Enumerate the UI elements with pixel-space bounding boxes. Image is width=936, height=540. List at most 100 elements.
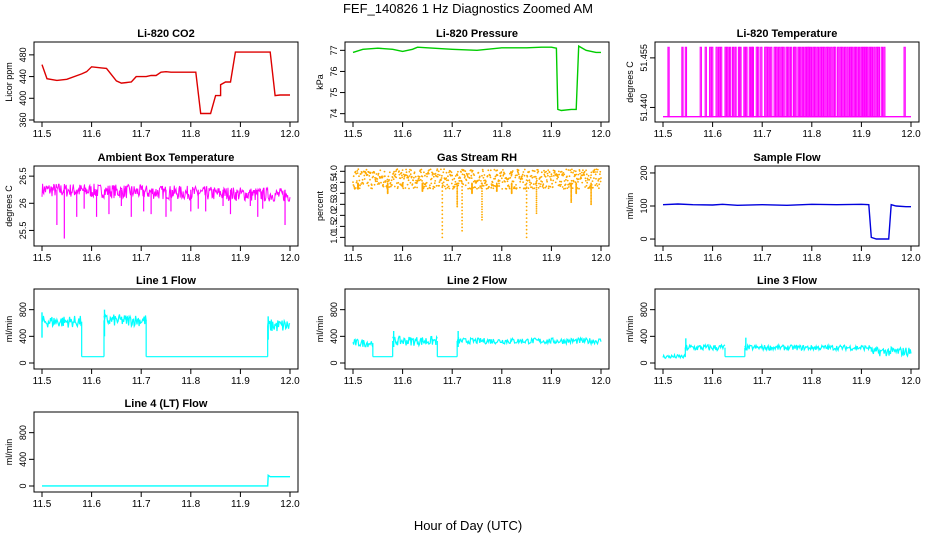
- dip-point: [481, 200, 483, 203]
- data-point: [510, 173, 513, 176]
- data-point: [477, 187, 480, 189]
- dip-point: [481, 195, 483, 198]
- temperature-spike: [780, 46, 783, 118]
- plot-frame: [344, 41, 610, 123]
- temperature-spike: [819, 46, 822, 118]
- data-point: [445, 171, 448, 174]
- data-point: [465, 179, 468, 182]
- dip-point: [456, 195, 459, 198]
- data-point: [538, 182, 540, 185]
- data-point: [438, 181, 441, 184]
- chart-panel: Li-820 CO2 11.5 11.6 11.7 11.8 11.9 12.0 360 400…: [4, 28, 300, 140]
- data-point: [556, 174, 559, 176]
- data-point: [398, 170, 400, 173]
- data-point: [373, 171, 376, 174]
- data-point: [442, 181, 445, 184]
- x-tick-label: 12.0: [591, 129, 611, 140]
- data-point: [403, 177, 405, 180]
- y-tick-label: 800: [18, 425, 28, 440]
- dip-point: [570, 194, 573, 197]
- dip-point: [481, 192, 483, 195]
- data-point: [378, 183, 381, 185]
- dip-point: [441, 221, 444, 223]
- temperature-spike: [827, 46, 830, 118]
- data-point: [518, 175, 521, 178]
- data-point: [553, 174, 555, 177]
- data-point: [474, 186, 477, 189]
- data-point: [521, 178, 524, 180]
- temperature-spike: [699, 46, 702, 118]
- temperature-spike: [843, 46, 847, 118]
- dip-point: [481, 182, 483, 185]
- data-point: [501, 181, 504, 184]
- y-tick-label: 400: [18, 91, 28, 106]
- data-point: [491, 181, 494, 184]
- data-point: [436, 168, 439, 171]
- y-tick-label: 25.5: [18, 222, 28, 240]
- dip-point: [535, 199, 538, 202]
- data-point: [402, 187, 405, 190]
- data-point: [551, 186, 554, 188]
- temperature-spike: [848, 46, 852, 118]
- x-tick-label: 11.9: [852, 253, 871, 264]
- dip-point: [570, 193, 573, 196]
- y-tick-label: 26.5: [18, 167, 28, 185]
- data-point: [531, 176, 534, 179]
- temperature-spike: [709, 46, 712, 118]
- data-point: [584, 186, 586, 188]
- x-tick-label: 11.9: [231, 129, 250, 140]
- y-axis-label: degrees C: [625, 61, 635, 103]
- dip-point: [525, 205, 528, 208]
- temperature-spike: [719, 46, 723, 118]
- data-point: [433, 173, 435, 176]
- data-point: [356, 170, 359, 172]
- data-point: [362, 183, 365, 185]
- temperature-spike: [875, 46, 879, 118]
- dip-point: [570, 198, 573, 201]
- data-point: [499, 174, 502, 177]
- data-point: [411, 183, 414, 186]
- data-series-line: [41, 51, 290, 115]
- data-point: [593, 177, 595, 180]
- data-point: [377, 172, 380, 175]
- data-point: [583, 170, 586, 173]
- temperature-spike: [715, 46, 718, 118]
- dip-point: [441, 190, 444, 193]
- data-point: [388, 171, 391, 174]
- temperature-spike: [857, 46, 861, 118]
- data-point: [379, 169, 382, 172]
- data-point: [560, 170, 563, 173]
- dip-point: [535, 197, 538, 200]
- data-point: [598, 178, 601, 180]
- data-point: [431, 172, 434, 175]
- data-point: [522, 181, 524, 184]
- dip-point: [535, 184, 538, 187]
- data-point: [467, 187, 469, 190]
- data-point: [461, 173, 464, 176]
- data-point: [585, 169, 587, 172]
- x-tick-label: 11.5: [654, 253, 673, 264]
- y-axis-label: ml/min: [625, 193, 635, 220]
- y-tick-label: 75: [329, 88, 339, 98]
- data-point: [414, 186, 416, 189]
- data-point: [503, 172, 506, 175]
- dip-point: [525, 197, 528, 200]
- x-tick-label: 11.9: [542, 376, 561, 387]
- data-point: [595, 183, 598, 185]
- data-point: [435, 184, 438, 187]
- data-point: [600, 177, 602, 179]
- y-tick-label: 800: [18, 302, 28, 317]
- temperature-spike: [860, 46, 863, 118]
- dip-point: [570, 187, 573, 190]
- data-point: [405, 168, 407, 171]
- y-tick-label: 0: [18, 360, 28, 365]
- dip-point: [386, 192, 389, 195]
- dip-point: [441, 194, 444, 196]
- temperature-spike: [823, 46, 826, 118]
- data-point: [397, 186, 399, 188]
- data-point: [475, 181, 478, 184]
- temperature-spike: [853, 46, 856, 118]
- y-axis-label: Licor ppm: [4, 62, 14, 102]
- dip-point: [525, 236, 528, 239]
- plot-frame: [33, 288, 299, 370]
